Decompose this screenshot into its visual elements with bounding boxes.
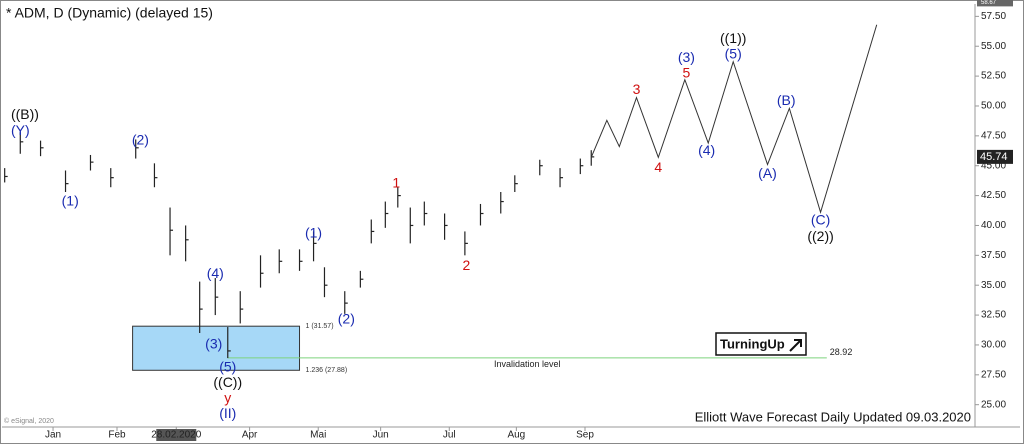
logo-box [715, 332, 807, 356]
y-tick-label: 27.50 [981, 369, 1006, 380]
y-tick-label: 25.00 [981, 399, 1006, 410]
fib-box [132, 325, 301, 371]
y-tick-label: 50.00 [981, 101, 1006, 112]
footer: Elliott Wave Forecast Daily Updated 09.0… [695, 409, 971, 424]
wave-label: (5) [725, 45, 742, 61]
x-tick-label: Aug [507, 430, 525, 441]
x-tick-highlight [156, 429, 197, 441]
invalidation-label: Invalidation level [494, 359, 561, 369]
wave-label: 3 [633, 81, 641, 97]
chart-title: * ADM, D (Dynamic) (delayed 15) [6, 5, 213, 21]
x-tick-label: Jun [373, 430, 389, 441]
fib-level-label: 1.236 (27.88) [306, 367, 348, 374]
wave-label: (4) [207, 265, 224, 281]
y-tick-label: 30.00 [981, 340, 1006, 351]
y-tick-label: 55.00 [981, 41, 1006, 52]
y-tick-label: 45.00 [981, 160, 1006, 171]
wave-label: ((2)) [807, 228, 833, 244]
wave-label: (4) [698, 142, 715, 158]
wave-label: (II) [219, 405, 236, 421]
wave-label: (1) [62, 192, 79, 208]
y-tick-label: 42.50 [981, 190, 1006, 201]
top-price-tag [977, 0, 1013, 7]
wave-label: (3) [205, 336, 222, 352]
logo: TurningUp [715, 332, 807, 356]
wave-label: ((B)) [11, 106, 39, 122]
wave-label: (1) [305, 225, 322, 241]
wave-label: (C) [811, 211, 830, 227]
y-tick-label: 57.50 [981, 11, 1006, 22]
y-tick-label: 37.50 [981, 250, 1006, 261]
y-tick-label: 32.50 [981, 310, 1006, 321]
projection-line [590, 24, 878, 215]
wave-label: y [224, 389, 231, 405]
x-tick-label: Sep [576, 430, 594, 441]
fib-level-label: 1 (31.57) [306, 323, 334, 330]
top-price: 58.67 [981, 0, 997, 6]
logo-arrow [789, 339, 802, 352]
y-tick-label: 52.50 [981, 71, 1006, 82]
wave-label: (Y) [11, 122, 30, 138]
x-tick-label: Jan [45, 430, 61, 441]
last-price-tag [977, 149, 1013, 164]
last-price: 45.74 [980, 151, 1008, 163]
wave-label: 5 [683, 64, 691, 80]
invalidation-value: 28.92 [830, 347, 853, 357]
wave-label: ((1)) [720, 30, 746, 46]
wave-label: (5) [219, 358, 236, 374]
x-tick-label: Feb [108, 430, 126, 441]
wave-label: (2) [338, 311, 355, 327]
wave-label: 2 [463, 257, 471, 273]
wave-label: ((C)) [213, 374, 242, 390]
y-tick-label: 47.50 [981, 130, 1006, 141]
x-tick-label: 28.02.2020 [151, 430, 201, 441]
wave-label: 1 [392, 174, 400, 190]
y-tick-label: 40.00 [981, 220, 1006, 231]
copyright: © eSignal, 2020 [4, 417, 54, 425]
x-tick-label: Mai [310, 430, 326, 441]
y-tick-label: 35.00 [981, 280, 1006, 291]
x-tick-label: Jul [443, 430, 456, 441]
wave-label: (A) [758, 165, 777, 181]
wave-label: (3) [678, 49, 695, 65]
wave-label: (2) [132, 131, 149, 147]
x-tick-label: Apr [242, 430, 258, 441]
wave-label: (B) [777, 92, 796, 108]
logo-text: TurningUp [720, 336, 785, 351]
wave-label: 4 [654, 159, 662, 175]
